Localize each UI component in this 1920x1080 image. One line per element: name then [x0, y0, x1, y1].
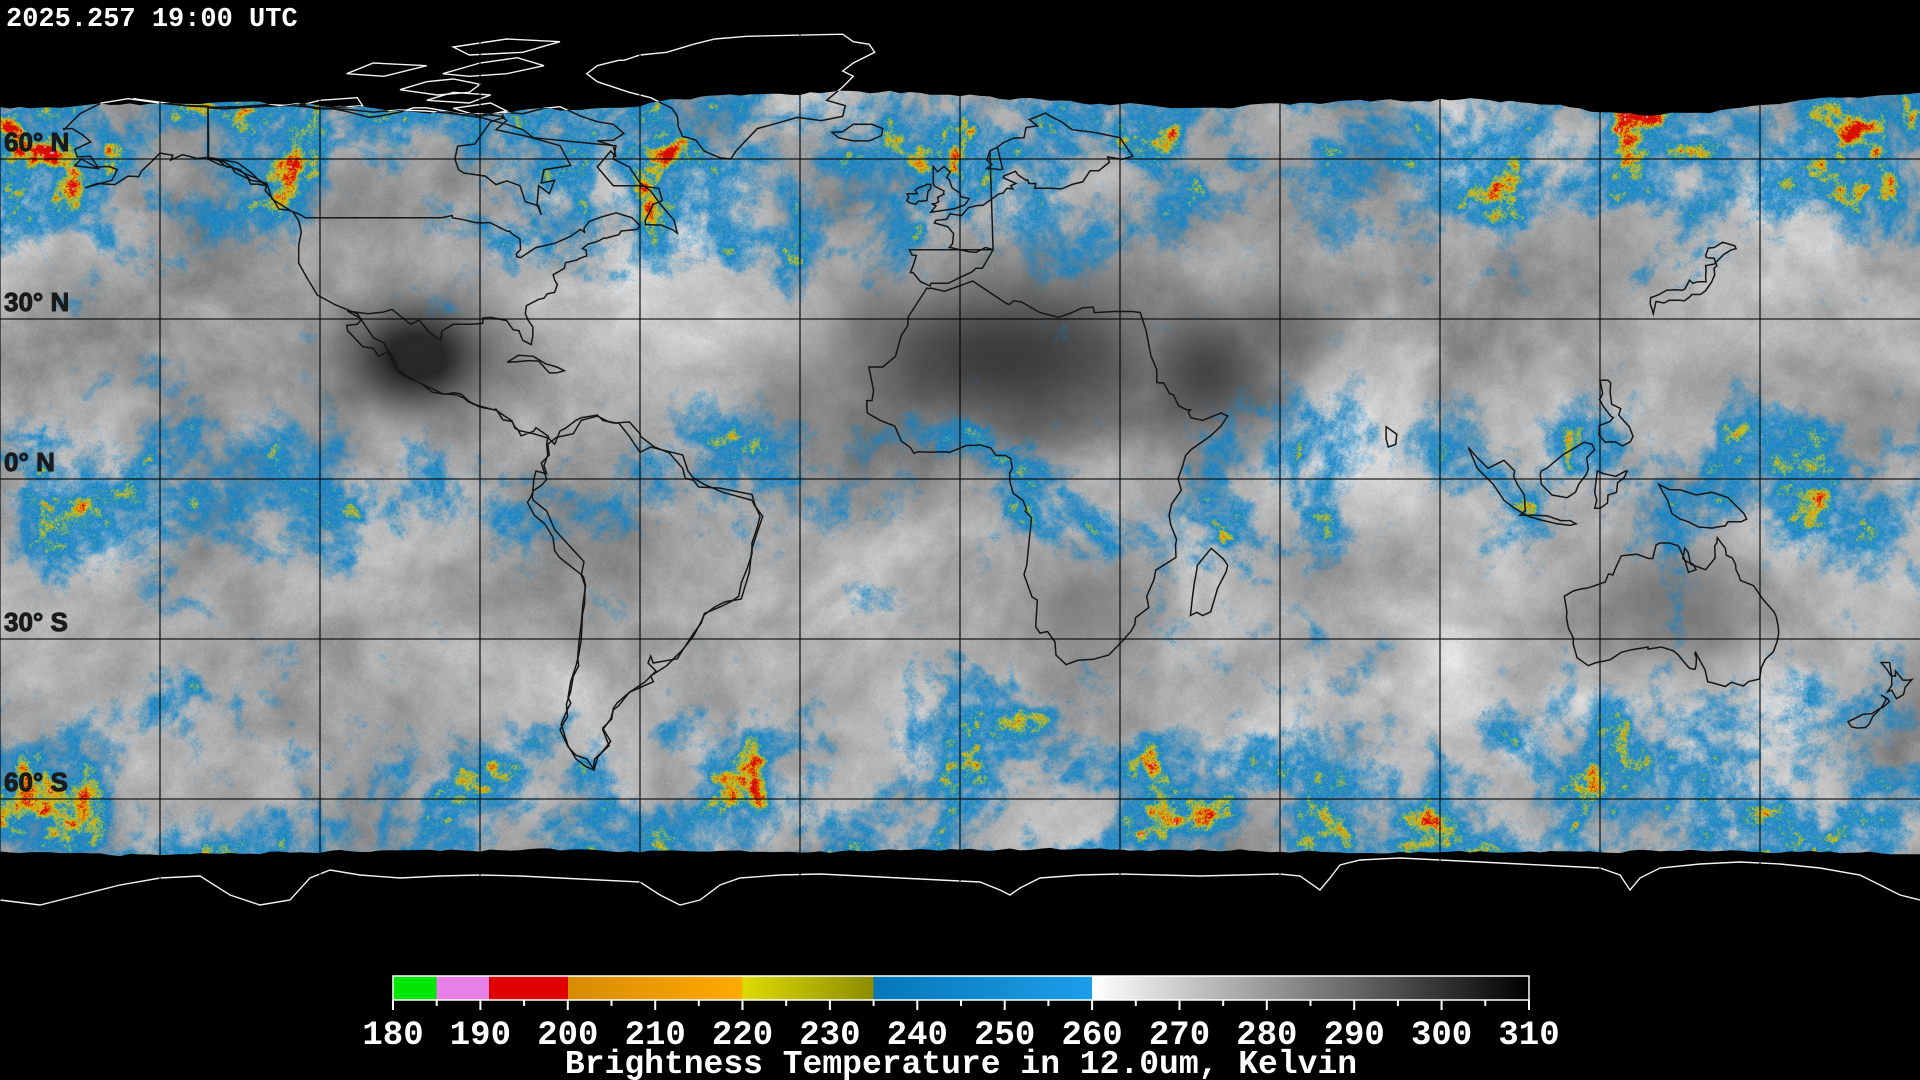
svg-text:Brightness Temperature in 12.0: Brightness Temperature in 12.0um, Kelvin [565, 1046, 1357, 1080]
svg-text:30° S: 30° S [4, 607, 68, 637]
svg-text:60° S: 60° S [4, 767, 68, 797]
svg-text:2025.257 19:00 UTC: 2025.257 19:00 UTC [6, 5, 298, 35]
svg-text:30° N: 30° N [4, 287, 69, 317]
svg-text:190: 190 [450, 1017, 511, 1055]
svg-text:310: 310 [1498, 1017, 1559, 1055]
svg-text:180: 180 [362, 1017, 423, 1055]
svg-text:0° N: 0° N [4, 447, 55, 477]
svg-text:300: 300 [1411, 1017, 1472, 1055]
svg-text:60° N: 60° N [4, 127, 69, 157]
